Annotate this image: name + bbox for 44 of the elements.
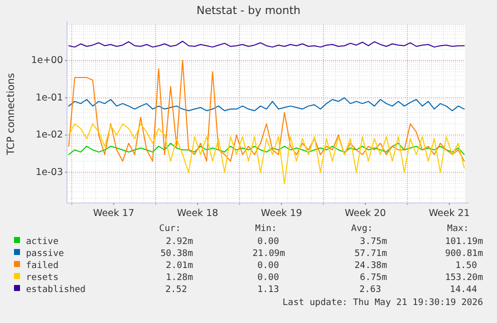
x-tick-label: Week 21 xyxy=(428,208,470,219)
text: 900.81m xyxy=(445,249,483,259)
text: 0.00 xyxy=(257,273,279,283)
legend-label: resets xyxy=(26,273,59,283)
line-series xyxy=(68,123,465,184)
text: 2.63 xyxy=(359,285,381,295)
legend-label: passive xyxy=(26,249,64,259)
text: 1.50 xyxy=(455,261,477,271)
text: 3.75m xyxy=(360,237,387,247)
text: Min: xyxy=(255,224,277,234)
text: Avg: xyxy=(351,224,373,234)
text: 14.44 xyxy=(450,285,477,295)
y-axis-title: TCP connections xyxy=(6,72,17,156)
y-tick-label: 1e-01 xyxy=(36,92,63,104)
text: Cur: xyxy=(159,224,181,234)
x-tick-label: Week 20 xyxy=(344,208,386,219)
x-tick-label: Week 19 xyxy=(260,208,302,219)
text: 50.38m xyxy=(160,249,193,259)
x-tick-label: Week 17 xyxy=(93,208,134,219)
y-tick-label: 1e-02 xyxy=(36,130,63,141)
x-tick-label: Week 18 xyxy=(177,208,218,219)
text: 57.71m xyxy=(354,249,387,259)
y-tick-label: 1e-03 xyxy=(36,166,63,178)
text: 6.75m xyxy=(360,273,387,283)
chart-title: Netstat - by month xyxy=(196,4,301,17)
text: 0.00 xyxy=(257,237,279,247)
text: 2.52 xyxy=(165,285,187,295)
text: 1.28m xyxy=(166,273,193,283)
line-series xyxy=(68,60,465,162)
legend-label: active xyxy=(26,237,59,247)
text: Max: xyxy=(447,224,469,234)
text: 101.19m xyxy=(445,237,483,247)
text: Last update: Thu May 21 19:30:19 2026 xyxy=(282,298,483,308)
text: 153.20m xyxy=(445,273,483,283)
text: 2.01m xyxy=(166,261,193,271)
legend-label: established xyxy=(26,285,86,295)
text: 21.09m xyxy=(252,249,285,259)
legend-label: failed xyxy=(26,261,59,271)
text: 2.92m xyxy=(166,237,193,247)
line-series xyxy=(68,97,465,112)
text: 1.13 xyxy=(257,285,279,295)
y-tick-label: 1e+00 xyxy=(31,55,63,66)
text: 24.38m xyxy=(354,261,387,271)
text: 0.00 xyxy=(257,261,279,271)
